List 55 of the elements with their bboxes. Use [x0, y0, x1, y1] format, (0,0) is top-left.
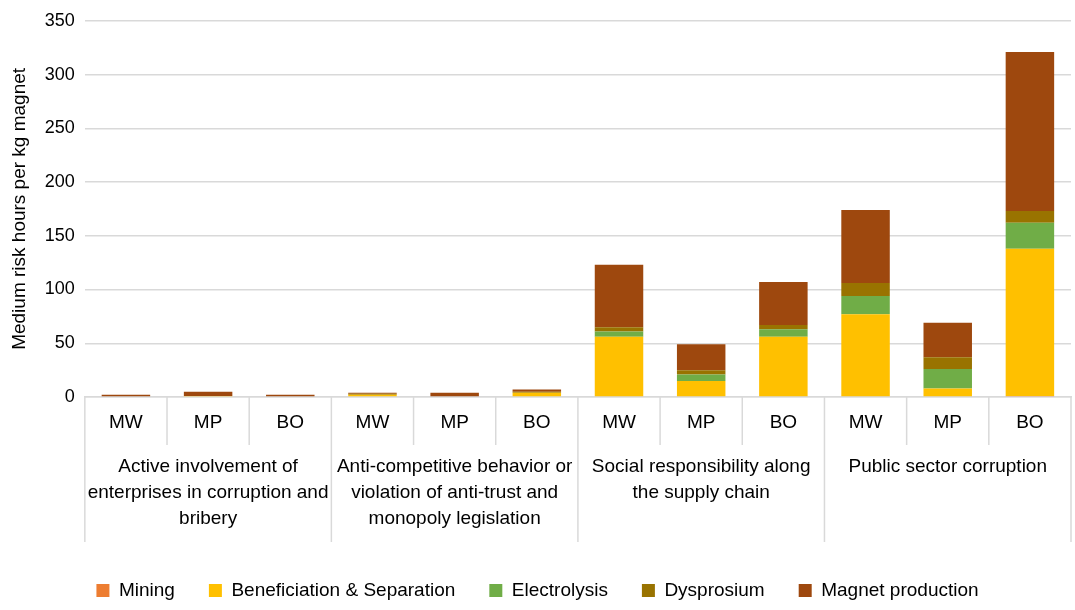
legend-label: Magnet production — [821, 578, 979, 600]
text: Social responsibility along the supply chain — [591, 454, 811, 502]
bar — [594, 336, 644, 397]
bar — [676, 370, 726, 375]
y-tick-label: 50 — [54, 332, 75, 353]
bar — [923, 369, 972, 389]
y-tick-label: 300 — [44, 63, 75, 84]
legend-label: Electrolysis — [511, 578, 608, 600]
x-tick-label: MW — [602, 410, 636, 432]
x-tick-label: MW — [848, 410, 883, 432]
bar — [1005, 222, 1055, 249]
x-tick-label: BO — [1016, 410, 1044, 432]
y-tick-label: 200 — [44, 171, 75, 191]
bar — [676, 344, 726, 371]
bar — [594, 331, 644, 337]
x-tick-label: BO — [769, 410, 798, 432]
bar — [676, 380, 726, 397]
bar — [841, 283, 890, 296]
bar — [183, 391, 233, 396]
bar — [1005, 211, 1055, 223]
bar — [841, 209, 890, 284]
bar — [759, 336, 808, 397]
legend-label: Beneficiation & Separation — [231, 578, 456, 600]
bar — [594, 327, 644, 332]
y-axis-title: Medium risk hours per kg magnet — [7, 67, 29, 350]
text: Active involvement of enterprises in corruption and bribery — [87, 454, 329, 528]
bar — [923, 388, 972, 397]
text: Anti-competitive behavior or violation of anti-trust and monopoly legislation — [336, 454, 574, 528]
y-tick-label: 100 — [44, 278, 75, 299]
x-tick-label: MP — [933, 410, 962, 432]
bar — [594, 264, 644, 328]
x-tick-label: MP — [440, 410, 469, 432]
bar — [759, 324, 808, 330]
x-tick-label: MW — [355, 410, 390, 432]
bar — [1005, 51, 1055, 212]
bar — [676, 374, 726, 381]
bar — [759, 281, 808, 325]
x-tick-label: MP — [686, 410, 716, 432]
legend-label: Mining — [118, 578, 175, 600]
y-tick-label: 250 — [44, 117, 75, 138]
text: Public sector corruption — [848, 454, 1047, 476]
y-tick-label: 0 — [64, 385, 75, 406]
bar — [841, 295, 890, 315]
bar — [759, 329, 808, 337]
x-tick-label: MW — [109, 410, 143, 432]
bar — [923, 357, 972, 370]
x-tick-label: MP — [193, 410, 223, 432]
x-tick-label: BO — [523, 410, 551, 432]
legend-label: Dysprosium — [664, 578, 765, 600]
bar — [1005, 248, 1055, 396]
bar — [841, 314, 890, 397]
y-tick-label: 350 — [44, 9, 75, 30]
x-tick-label: BO — [276, 410, 305, 432]
y-tick-label: 150 — [44, 224, 75, 245]
bar — [923, 322, 972, 358]
